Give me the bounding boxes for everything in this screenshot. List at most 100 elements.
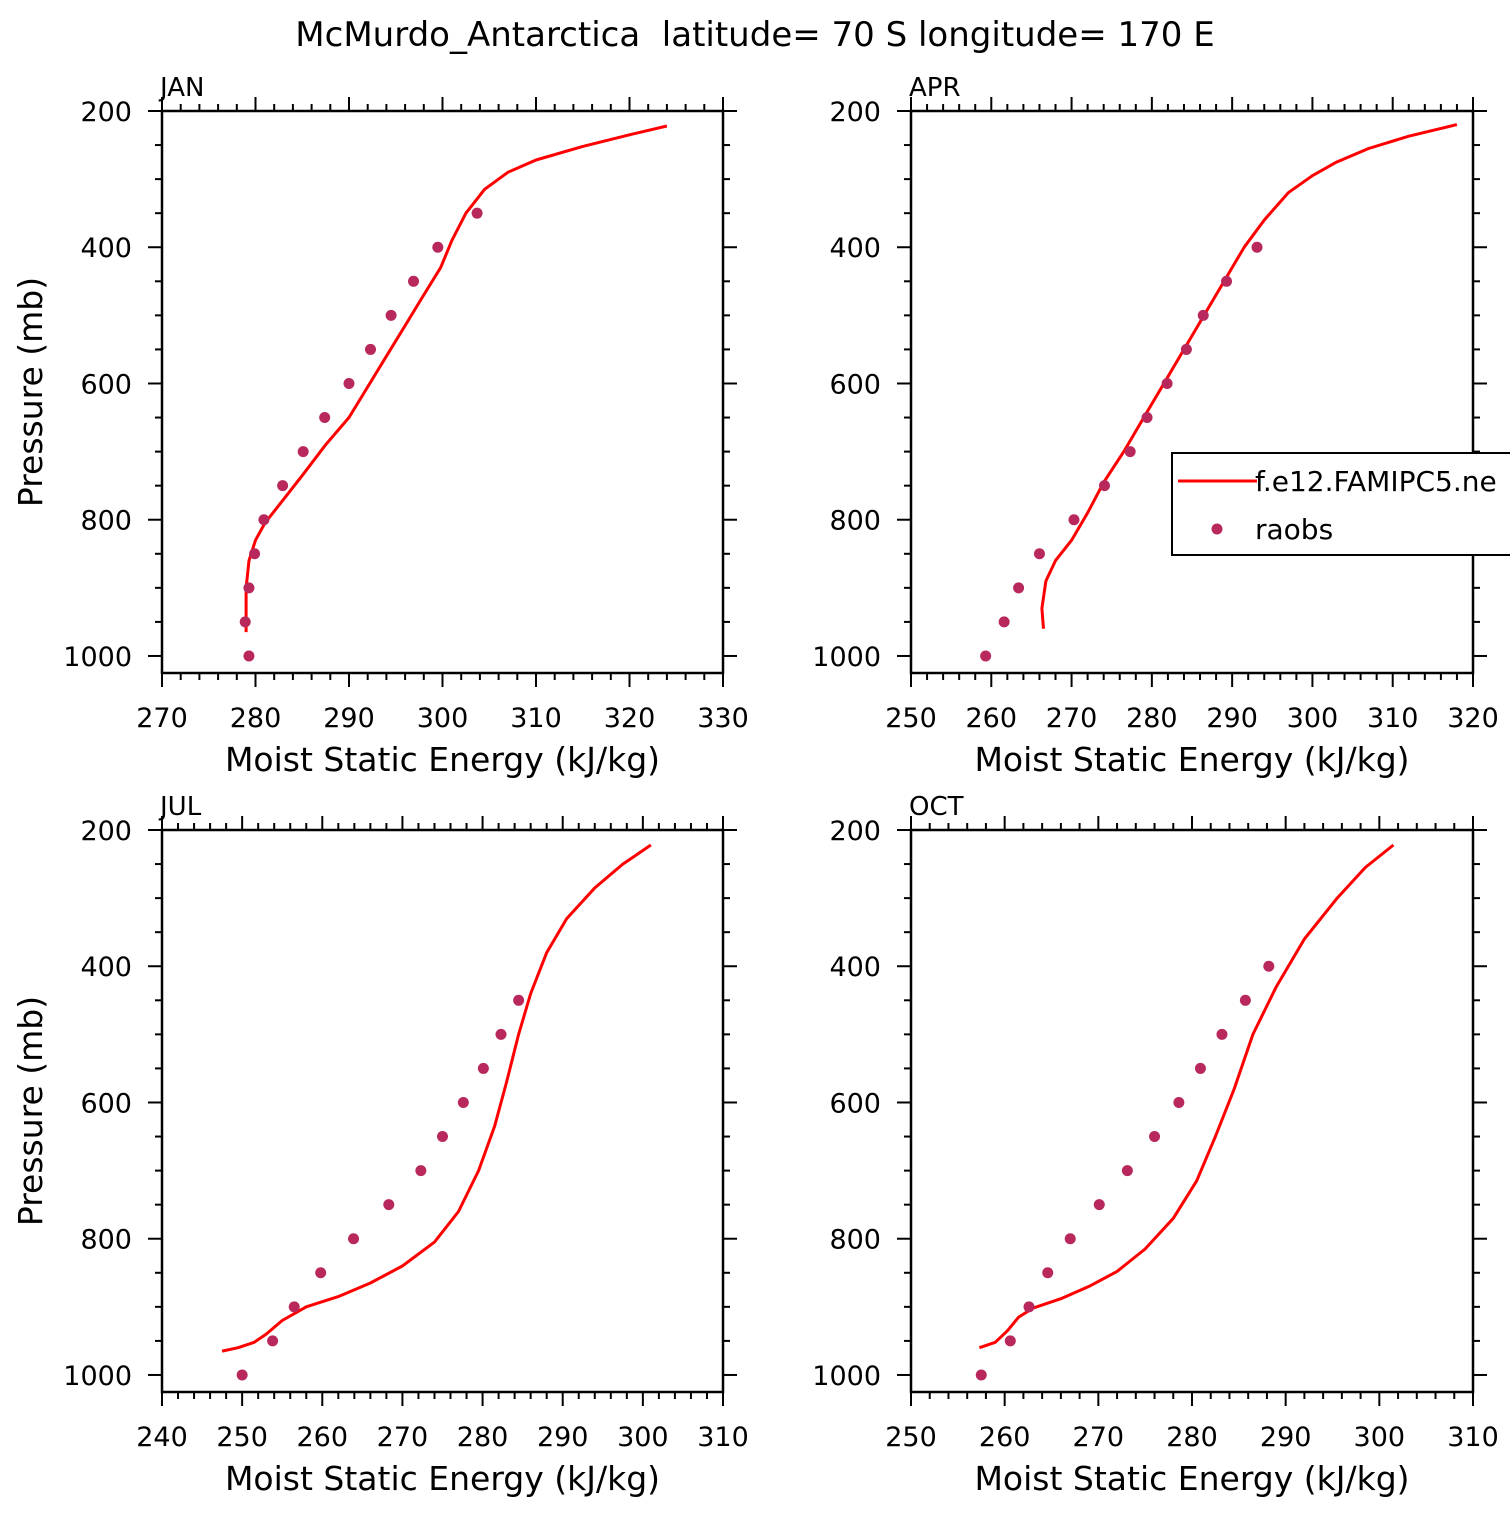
raobs-point (1161, 377, 1173, 389)
x-tick-label: 320 (604, 703, 656, 734)
x-tick-label: 260 (979, 1422, 1031, 1453)
x-axis-label: Moist Static Energy (kJ/kg) (225, 1459, 660, 1498)
raobs-point (348, 1233, 360, 1245)
raobs-point (1216, 1028, 1228, 1040)
plot-frame (909, 828, 1475, 1394)
x-tick-label: 250 (885, 1422, 937, 1453)
raobs-point (1239, 994, 1251, 1006)
raobs-point (1098, 480, 1110, 492)
raobs-point (1263, 960, 1275, 972)
x-tick-label: 280 (1126, 703, 1178, 734)
raobs-point (980, 650, 992, 662)
raobs-point (1042, 1267, 1054, 1279)
x-tick-label: 280 (457, 1422, 509, 1453)
raobs-point (437, 1131, 448, 1143)
y-tick-label: 200 (80, 816, 132, 847)
panel-label: JAN (158, 73, 204, 103)
x-tick-label: 310 (510, 703, 562, 734)
x-tick-label: 270 (1046, 703, 1098, 734)
raobs-point (1180, 343, 1192, 355)
raobs-point (1004, 1335, 1016, 1347)
x-tick-label: 260 (297, 1422, 349, 1453)
legend-label: raobs (1255, 513, 1333, 546)
x-tick-label: 290 (323, 703, 375, 734)
raobs-point (998, 616, 1010, 628)
y-tick-label: 800 (829, 1225, 881, 1256)
x-axis-label: Moist Static Energy (kJ/kg) (974, 740, 1409, 779)
raobs-point (1221, 275, 1233, 287)
y-tick-label: 1000 (812, 642, 881, 673)
raobs-point (319, 412, 331, 424)
raobs-point (471, 207, 483, 219)
raobs-point (1194, 1062, 1206, 1074)
raobs-point (408, 275, 420, 287)
raobs-point (1064, 1233, 1076, 1245)
raobs-point (258, 514, 270, 526)
raobs-point (432, 241, 444, 253)
x-tick-label: 310 (1367, 703, 1419, 734)
y-tick-label: 800 (80, 506, 132, 537)
raobs-point (365, 343, 377, 355)
raobs-point (383, 1199, 395, 1211)
raobs-point (1141, 412, 1153, 424)
raobs-point (315, 1267, 327, 1279)
raobs-point (1121, 1165, 1133, 1177)
raobs-point (239, 616, 251, 628)
raobs-point (1013, 582, 1025, 594)
panel-apr: 250 260 270 280 290 300 310 320 200 400 600 800 1000… (812, 73, 1510, 779)
x-tick-label: 270 (1073, 1422, 1125, 1453)
x-tick-label: 290 (1260, 1422, 1312, 1453)
y-tick-label: 200 (829, 97, 881, 128)
x-tick-label: 280 (230, 703, 282, 734)
legend: f.e12.FAMIPC5.ne raobs (1171, 452, 1510, 556)
x-tick-label: 290 (537, 1422, 589, 1453)
y-axis-label: Pressure (mb) (11, 277, 50, 507)
x-tick-label: 330 (697, 703, 749, 734)
y-tick-label: 1000 (812, 1361, 881, 1392)
plot-area (239, 124, 668, 662)
raobs-point (1149, 1131, 1161, 1143)
raobs-point (1251, 241, 1263, 253)
raobs-point (249, 548, 261, 560)
y-tick-label: 400 (80, 233, 132, 264)
y-tick-label: 400 (80, 952, 132, 983)
x-tick-label: 240 (136, 1422, 188, 1453)
x-axis-label: Moist Static Energy (kJ/kg) (974, 1459, 1409, 1498)
x-tick-label: 280 (1166, 1422, 1218, 1453)
y-tick-label: 200 (829, 816, 881, 847)
x-tick-label: 300 (1287, 703, 1339, 734)
x-tick-label: 300 (617, 1422, 669, 1453)
model-profile-line (221, 843, 652, 1353)
plot-area (221, 843, 652, 1381)
x-tick-label: 270 (377, 1422, 429, 1453)
y-tick-label: 1000 (63, 642, 132, 673)
raobs-point (495, 1028, 507, 1040)
y-tick-label: 1000 (63, 1361, 132, 1392)
raobs-point (343, 377, 355, 389)
panel-label: OCT (909, 792, 964, 822)
legend-marker-swatch (1211, 523, 1223, 535)
x-tick-label: 290 (1206, 703, 1258, 734)
raobs-point (513, 994, 525, 1006)
y-tick-label: 800 (80, 1225, 132, 1256)
plot-area (975, 843, 1395, 1381)
plot-frame (909, 109, 1475, 675)
raobs-point (385, 309, 397, 321)
panel-label: APR (909, 73, 961, 103)
x-tick-label: 310 (1447, 1422, 1499, 1453)
y-tick-label: 600 (829, 369, 881, 400)
panel-oct: 250 260 270 280 290 300 310 200 400 600 800 1000 OCT… (812, 792, 1498, 1498)
raobs-point (1033, 548, 1045, 560)
x-tick-label: 260 (966, 703, 1018, 734)
x-axis-label: Moist Static Energy (kJ/kg) (225, 740, 660, 779)
raobs-point (1173, 1096, 1185, 1108)
raobs-point (975, 1369, 987, 1381)
raobs-point (267, 1335, 279, 1347)
y-tick-label: 400 (829, 233, 881, 264)
raobs-point (415, 1165, 427, 1177)
x-tick-label: 250 (885, 703, 937, 734)
y-tick-label: 800 (829, 506, 881, 537)
raobs-point (1124, 446, 1136, 458)
raobs-point (277, 480, 289, 492)
raobs-point (243, 650, 255, 662)
